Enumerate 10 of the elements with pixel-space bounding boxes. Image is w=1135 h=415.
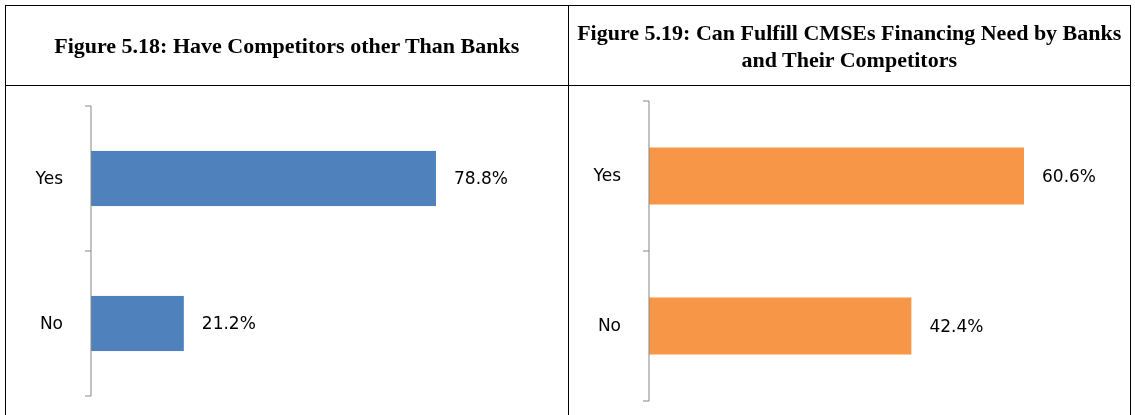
y-tick-label: No [39,312,63,333]
chart-title: Figure 5.18: Have Competitors other Than Banks [6,6,568,86]
chart-title: Figure 5.19: Can Fulfill CMSEs Financing Need by Banks and Their Competitors [568,6,1130,86]
y-tick-label: Yes [34,167,64,188]
data-label: 42.4% [928,315,983,336]
data-label: 60.6% [1041,165,1096,186]
data-label: 78.8% [454,168,509,189]
y-tick-label: No [597,315,621,336]
y-tick-label: Yes [592,165,621,186]
data-label: 21.2% [201,313,256,334]
